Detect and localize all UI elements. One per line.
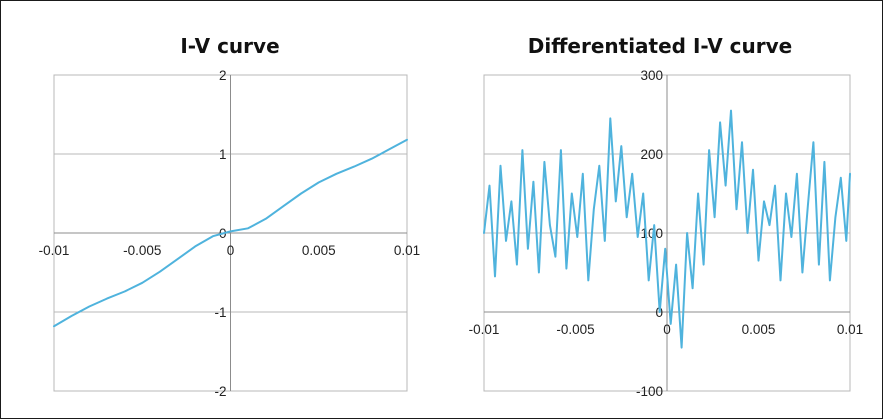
y-tick-label: -100 (636, 384, 663, 399)
chart-iv: I-V curve -2 -1 0 1 2 -0.01 -0.005 0 0.005 0.01 (39, 34, 421, 399)
y-tick-label: 200 (640, 147, 663, 162)
chart-title: I-V curve (180, 34, 279, 58)
x-tick-label: 0.005 (742, 322, 776, 337)
x-tick-label: -0.005 (123, 243, 161, 258)
series-line (483, 109, 851, 349)
plot-grid (483, 74, 851, 392)
x-tick-label: -0.005 (556, 322, 594, 337)
x-tick-label: -0.01 (39, 243, 70, 258)
x-tick-label: 0 (663, 322, 671, 337)
y-tick-label: -2 (214, 384, 226, 399)
x-tick-label: 0 (227, 243, 235, 258)
x-tick-labels: -0.01 -0.005 0 0.005 0.01 (469, 322, 864, 337)
y-tick-label: 1 (219, 147, 227, 162)
x-tick-label: 0.005 (302, 243, 336, 258)
plot-grid (53, 74, 408, 392)
chart-title: Differentiated I-V curve (528, 34, 793, 58)
x-tick-label: 0.01 (837, 322, 863, 337)
x-tick-labels: -0.01 -0.005 0 0.005 0.01 (39, 243, 421, 258)
y-tick-label: -1 (214, 305, 226, 320)
x-tick-label: -0.01 (469, 322, 500, 337)
series-line (53, 138, 408, 328)
chart-differentiated-iv: Differentiated I-V curve -1000100200300 … (469, 34, 864, 399)
y-tick-label: 2 (219, 68, 227, 83)
y-tick-label: 100 (640, 226, 663, 241)
x-tick-label: 0.01 (394, 243, 420, 258)
y-tick-label: 300 (640, 68, 663, 83)
